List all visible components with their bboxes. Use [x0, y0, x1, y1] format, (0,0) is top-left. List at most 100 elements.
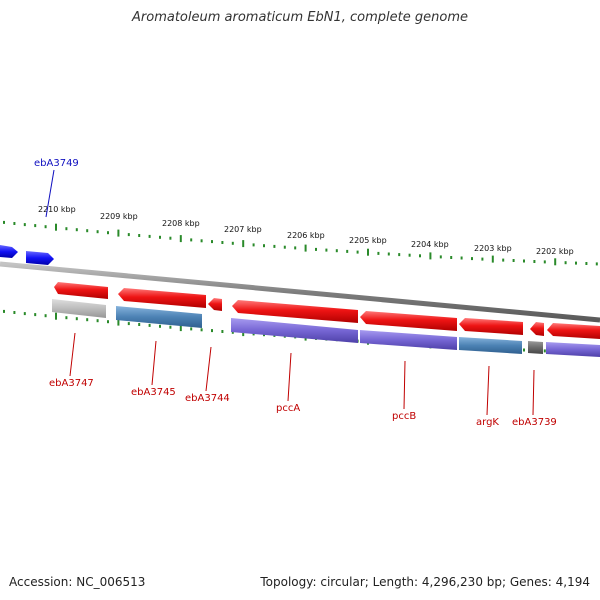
minor-tick	[13, 311, 16, 314]
minor-tick	[575, 261, 577, 265]
minor-tick	[335, 249, 338, 253]
minor-tick	[564, 261, 567, 265]
cds-arrow-ebA3739[interactable]	[530, 322, 544, 336]
gene-bar-pccB[interactable]	[360, 330, 457, 350]
tick-label: 2203 kbp	[474, 244, 512, 253]
minor-tick	[595, 262, 598, 266]
minor-tick	[86, 229, 89, 233]
minor-tick	[481, 257, 484, 261]
outer-tick-ring	[3, 220, 598, 266]
minor-tick	[65, 316, 68, 320]
minor-tick	[211, 240, 213, 244]
minor-tick	[523, 259, 525, 263]
tick-label: 2210 kbp	[38, 205, 76, 214]
gene-bar-ebA3747[interactable]	[52, 299, 106, 318]
gene-bar-ebA3745[interactable]	[116, 306, 202, 328]
minor-tick	[169, 325, 172, 329]
gene-bar-right-fragment[interactable]	[546, 342, 600, 357]
cds-arrow-right-fragment[interactable]	[547, 323, 600, 339]
gene-label-ebA3745[interactable]: ebA3745	[131, 387, 176, 398]
gene-bar-argK[interactable]	[459, 337, 522, 354]
tick-label: 2207 kbp	[224, 225, 262, 234]
minor-tick	[148, 323, 151, 327]
minor-tick	[283, 245, 286, 249]
major-tick	[179, 235, 182, 243]
leader-ebA3739	[532, 369, 535, 416]
minor-tick	[585, 262, 588, 265]
minor-tick	[471, 257, 473, 261]
minor-tick	[44, 225, 47, 229]
gene-label-ebA3749[interactable]: ebA3749	[34, 158, 79, 169]
major-tick	[55, 312, 57, 320]
minor-tick	[221, 241, 224, 244]
minor-tick	[23, 312, 26, 316]
tick-label: 2205 kbp	[349, 236, 387, 245]
tick-labels: 2210 kbp 2209 kbp 2208 kbp 2207 kbp 2206…	[38, 205, 574, 256]
cds-arrow-pccA[interactable]	[232, 300, 358, 323]
forward-genes	[0, 245, 54, 265]
gene-label-ebA3739[interactable]: ebA3739	[512, 417, 557, 428]
minor-tick	[221, 330, 224, 333]
gene-label-ebA3744[interactable]: ebA3744	[185, 393, 230, 404]
minor-tick	[3, 309, 5, 313]
major-tick	[554, 258, 557, 266]
leader-pccB	[403, 360, 406, 410]
gene-label-pccB[interactable]: pccB	[392, 411, 416, 422]
minor-tick	[169, 236, 172, 240]
minor-tick	[460, 256, 463, 260]
minor-tick	[159, 324, 161, 328]
gene-bar-pccA[interactable]	[231, 318, 358, 343]
leader-ebA3747	[69, 332, 76, 377]
accession-text: Accession: NC_006513	[9, 575, 146, 589]
minor-tick	[533, 260, 536, 263]
minor-tick	[138, 234, 141, 237]
minor-tick	[200, 239, 203, 243]
cds-arrow-ebA3745[interactable]	[118, 288, 206, 308]
major-tick	[55, 223, 57, 231]
minor-tick	[13, 222, 16, 225]
minor-tick	[325, 248, 328, 252]
minor-tick	[65, 227, 68, 231]
gene-arrow-left-fragment[interactable]	[0, 245, 18, 258]
tick-label: 2208 kbp	[162, 219, 200, 228]
minor-tick	[408, 253, 411, 257]
minor-tick	[543, 260, 546, 264]
tick-label: 2206 kbp	[287, 231, 325, 240]
minor-tick	[450, 256, 453, 259]
minor-tick	[107, 320, 109, 324]
cds-arrow-ebA3747[interactable]	[54, 282, 108, 299]
gene-label-argK[interactable]: argK	[476, 417, 499, 428]
minor-tick	[127, 233, 130, 237]
gene-arrow-ebA3749[interactable]	[26, 251, 54, 265]
minor-tick	[346, 249, 349, 253]
minor-tick	[127, 322, 130, 326]
minor-tick	[377, 251, 380, 255]
minor-tick	[211, 329, 213, 333]
genome-summary-text: Topology: circular; Length: 4,296,230 bp…	[260, 575, 590, 589]
gene-label-ebA3747[interactable]: ebA3747	[49, 378, 94, 389]
cds-arrow-ebA3744[interactable]	[208, 298, 222, 311]
gene-label-pccA[interactable]: pccA	[276, 403, 300, 414]
minor-tick	[96, 319, 99, 323]
leader-ebA3745	[151, 340, 157, 386]
cds-arrow-pccB[interactable]	[360, 311, 457, 331]
minor-tick	[190, 327, 193, 331]
minor-tick	[439, 255, 442, 259]
minor-tick	[387, 252, 390, 256]
minor-tick	[273, 244, 276, 248]
minor-tick	[419, 254, 421, 258]
leader-ebA3749	[45, 169, 55, 218]
minor-tick	[3, 220, 5, 224]
minor-tick	[23, 223, 26, 227]
minor-tick	[231, 330, 234, 334]
minor-tick	[231, 241, 234, 245]
minor-tick	[44, 314, 47, 318]
major-tick	[117, 229, 120, 237]
minor-tick	[398, 253, 401, 257]
cds-arrow-argK[interactable]	[459, 318, 523, 335]
minor-tick	[200, 328, 203, 332]
minor-tick	[148, 234, 151, 238]
major-tick	[242, 240, 245, 248]
gene-bar-ebA3739[interactable]	[528, 341, 543, 354]
leader-ebA3744	[205, 346, 212, 392]
